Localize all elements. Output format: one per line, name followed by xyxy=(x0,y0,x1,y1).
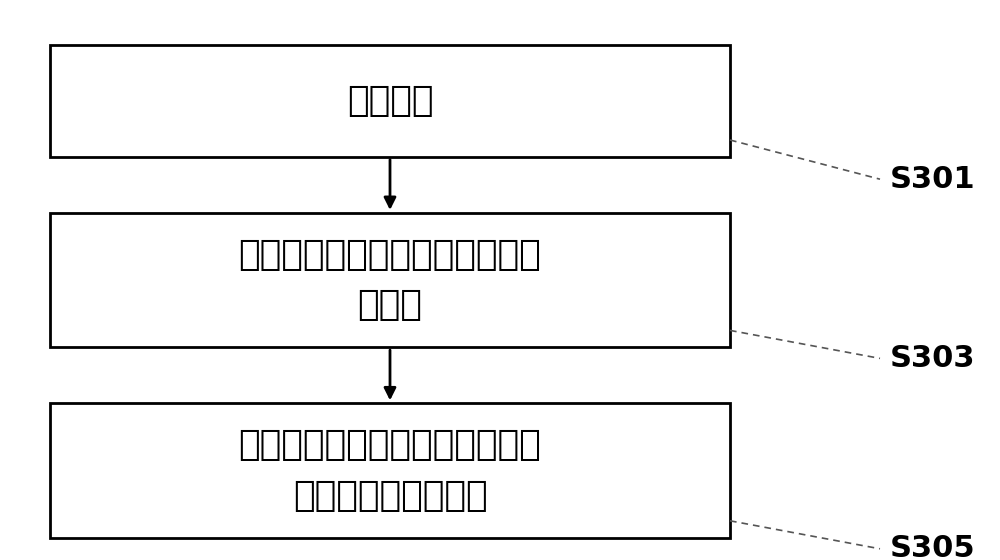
Bar xyxy=(50,45,730,157)
Text: S303: S303 xyxy=(890,344,976,373)
Text: S305: S305 xyxy=(890,534,976,560)
Text: 冲压平板，以在盖板本体内形成
具有凹部的电极端子: 冲压平板，以在盖板本体内形成 具有凹部的电极端子 xyxy=(239,428,541,512)
Bar xyxy=(50,403,730,538)
Text: 提供平板: 提供平板 xyxy=(347,84,433,118)
Text: 将平板放置于具有电极孔的盖板
本体上: 将平板放置于具有电极孔的盖板 本体上 xyxy=(239,238,541,322)
Bar xyxy=(50,213,730,347)
Text: S301: S301 xyxy=(890,165,976,194)
